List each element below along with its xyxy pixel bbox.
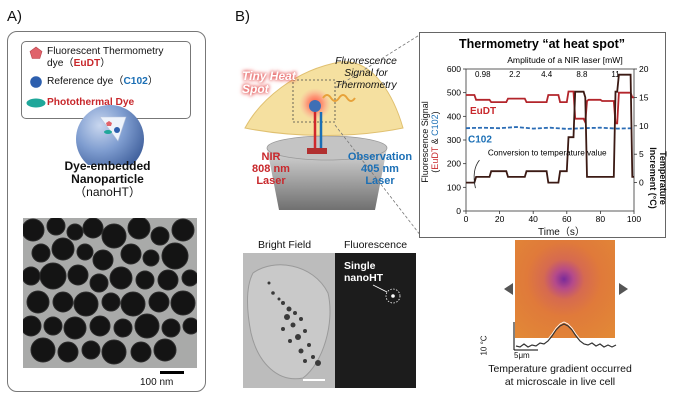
temp-scale-label: 10 °C	[479, 335, 489, 356]
nir-laser-label: NIR 808 nm Laser	[252, 151, 290, 187]
legend-line2: dye（EuDT）	[47, 58, 111, 69]
temperature-map	[515, 240, 615, 338]
nanoparticle-label: Dye-embedded Nanoparticle （nanoHT）	[64, 159, 151, 199]
single-nanoht-label: Single nanoHT	[344, 260, 384, 284]
blue-dot-icon	[30, 76, 42, 88]
y-right-tick-label: 0	[639, 178, 644, 188]
x-tick-label: 100	[627, 214, 641, 224]
tiny-heat-spot-label: Tiny Heat Spot	[242, 69, 296, 96]
series-label-eudt: EuDT	[470, 106, 496, 117]
nanoparticle-image	[23, 218, 197, 365]
y-left-tick-label: 200	[447, 159, 461, 169]
series-label-c102: C102	[468, 134, 492, 145]
nanoparticle-illustration	[76, 105, 144, 165]
amplitude-label: 2.2	[509, 70, 521, 79]
annotation-arrow	[473, 159, 480, 189]
y-left-tick-label: 500	[447, 88, 461, 98]
legend-reference: Reference dye（C102）	[47, 76, 158, 87]
x-tick-label: 80	[596, 214, 606, 224]
y-right-label: Temperature Increment (°C)	[648, 147, 668, 209]
tem-scale-label: 100 nm	[140, 377, 174, 388]
cell-bright-field	[247, 264, 331, 381]
y-right-tick-label: 10	[639, 121, 649, 131]
panel-b-letter: B)	[235, 8, 250, 25]
bright-field-title: Bright Field	[258, 239, 312, 251]
observation-laser-label: Observation 405 nm Laser	[347, 151, 413, 187]
y-left-tick-label: 600	[447, 64, 461, 74]
panel-a-letter: A)	[7, 8, 22, 25]
left-marker-icon	[504, 283, 513, 295]
annotation-text: Conversion to temperature value	[488, 148, 607, 157]
amplitude-label: 8.8	[576, 70, 588, 79]
amplitude-label: 4.4	[541, 70, 553, 79]
y-left-tick-label: 0	[456, 206, 461, 216]
right-marker-icon	[619, 283, 628, 295]
tem-micrograph	[23, 218, 197, 368]
chart-title: Thermometry “at heat spot”	[459, 37, 625, 51]
legend-line1: Fluorescent Thermometry	[47, 46, 164, 57]
tem-scale-bar	[160, 371, 184, 374]
fluorescence-image	[335, 253, 416, 388]
y-left-tick-label: 300	[447, 135, 461, 145]
temperature-profile	[513, 321, 617, 351]
x-tick-label: 20	[495, 214, 505, 224]
fluorescence-spot	[372, 284, 401, 304]
amplitude-label: 11	[611, 70, 620, 79]
legend-photothermal: Photothermal Dye	[47, 97, 135, 108]
fluorescence-title: Fluorescence	[344, 239, 408, 251]
series-line-temperature	[466, 73, 634, 184]
y-left-tick-label: 400	[447, 111, 461, 121]
series-line-eudt	[466, 90, 634, 126]
y-left-label: Fluorescence Signal (EuDT & C102)	[420, 101, 440, 183]
chart-subtitle: Amplitude of a NIR laser [mW]	[507, 55, 623, 65]
x-tick-label: 60	[562, 214, 572, 224]
x-axis-label: Time（s）	[538, 227, 585, 238]
pentagon-icon	[29, 46, 43, 59]
y-right-tick-label: 5	[639, 149, 644, 159]
bright-field-image	[243, 253, 335, 388]
x-tick-label: 40	[528, 214, 538, 224]
y-right-tick-label: 15	[639, 92, 649, 102]
series-line-c102	[465, 126, 635, 130]
y-left-tick-label: 100	[447, 182, 461, 192]
fluorescence-signal-label: Fluorescence Signal for Thermometry	[335, 56, 397, 91]
chart-svg: Thermometry “at heat spot” Amplitude of …	[447, 37, 649, 224]
amplitude-label: 0.98	[475, 70, 491, 79]
x-tick-label: 0	[464, 214, 469, 224]
y-right-tick-label: 20	[639, 64, 649, 74]
distance-scale-label: 5μm	[514, 351, 530, 360]
thermometry-chart: Thermometry “at heat spot” Amplitude of …	[419, 32, 666, 238]
temperature-gradient-caption: Temperature gradient occurred at microsc…	[488, 363, 632, 388]
panel-a-frame	[7, 31, 206, 392]
teal-oval-icon	[26, 98, 46, 108]
